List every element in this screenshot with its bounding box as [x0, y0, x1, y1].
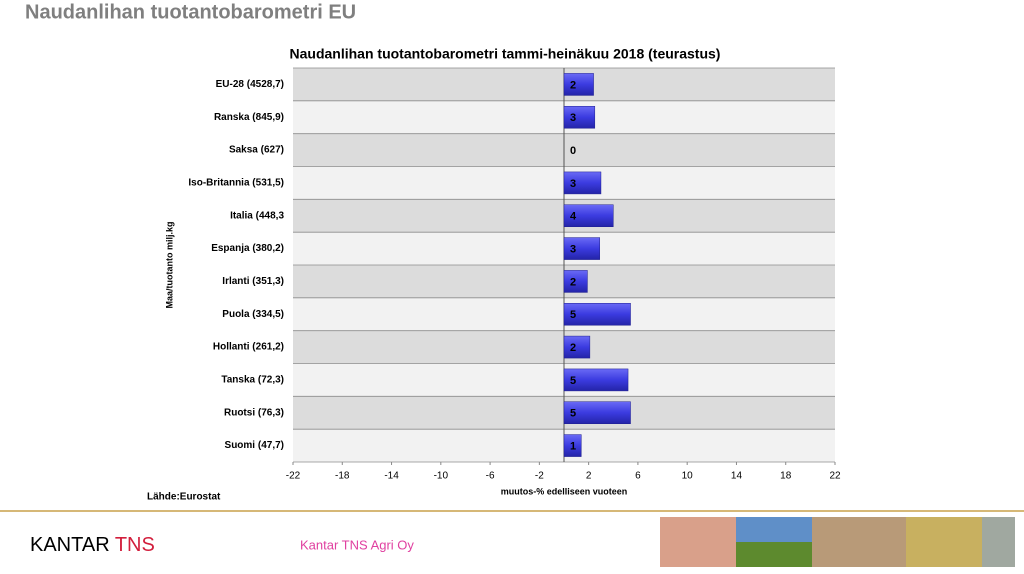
slide-title: Naudanlihan tuotantobarometri EU [25, 1, 356, 23]
data-label: 5 [570, 408, 576, 420]
y-tick-label: Ranska (845,9) [214, 112, 284, 123]
bar [563, 303, 631, 326]
data-label: 0 [570, 145, 576, 157]
data-label: 3 [570, 178, 576, 190]
y-tick-label: Tanska (72,3) [221, 375, 284, 386]
data-label: 1 [570, 440, 576, 452]
x-tick-label: -2 [535, 471, 544, 482]
bar [563, 237, 600, 260]
x-tick-label: 22 [829, 471, 841, 482]
logo: KANTAR TNS [30, 534, 155, 556]
y-tick-label: Suomi (47,7) [225, 440, 284, 451]
y-tick-label: Espanja (380,2) [211, 243, 284, 254]
bar [563, 171, 602, 195]
data-label: 2 [570, 276, 576, 288]
data-label: 4 [570, 211, 577, 223]
x-tick-label: -14 [384, 471, 399, 482]
data-label: 2 [570, 79, 576, 91]
x-tick-label: -18 [335, 471, 350, 482]
photo-hens [812, 517, 906, 567]
y-tick-label: Saksa (627) [229, 145, 284, 156]
x-tick-label: 6 [635, 471, 641, 482]
company: Kantar TNS Agri Oy [300, 537, 414, 552]
y-axis-label: Maa/tuotanto milj.kg [164, 221, 174, 308]
photo-goat [982, 517, 1015, 567]
bar [563, 270, 588, 293]
y-tick-label: Puola (334,5) [222, 309, 284, 320]
x-tick-label: 18 [780, 471, 792, 482]
bar [563, 368, 629, 392]
bar [563, 401, 631, 424]
data-label: 5 [570, 375, 576, 387]
bar [563, 335, 591, 359]
x-tick-label: 14 [731, 471, 743, 482]
bar [563, 434, 582, 457]
source: Lähde:Eurostat [147, 492, 221, 503]
data-label: 5 [570, 309, 576, 321]
bar [563, 73, 594, 96]
photo-geese [906, 517, 982, 567]
y-tick-label: Italia (448,3 [230, 210, 284, 221]
data-label: 3 [570, 112, 576, 124]
bar [563, 106, 596, 129]
logo-product: TNS [115, 534, 155, 556]
logo-brand: KANTAR [30, 534, 110, 556]
x-axis-label: muutos-% edelliseen vuoteen [501, 486, 628, 496]
x-tick-label: -10 [434, 471, 449, 482]
photo-cows [736, 542, 812, 567]
x-tick-label: 10 [682, 471, 694, 482]
data-label: 2 [570, 342, 576, 354]
x-tick-label: -6 [486, 471, 495, 482]
y-tick-label: Ruotsi (76,3) [224, 407, 284, 418]
x-tick-label: -22 [286, 471, 301, 482]
photo-sky [736, 517, 812, 542]
y-tick-label: Hollanti (261,2) [213, 342, 284, 353]
chart-title: Naudanlihan tuotantobarometri tammi-hein… [290, 46, 721, 62]
y-tick-label: Irlanti (351,3) [222, 276, 284, 287]
data-label: 3 [570, 243, 576, 255]
x-tick-label: 2 [586, 471, 592, 482]
bar [563, 204, 614, 227]
photos [660, 517, 1015, 567]
photo-pigs [660, 517, 736, 567]
y-tick-label: Iso-Britannia (531,5) [188, 178, 284, 189]
y-tick-label: EU-28 (4528,7) [216, 79, 284, 90]
